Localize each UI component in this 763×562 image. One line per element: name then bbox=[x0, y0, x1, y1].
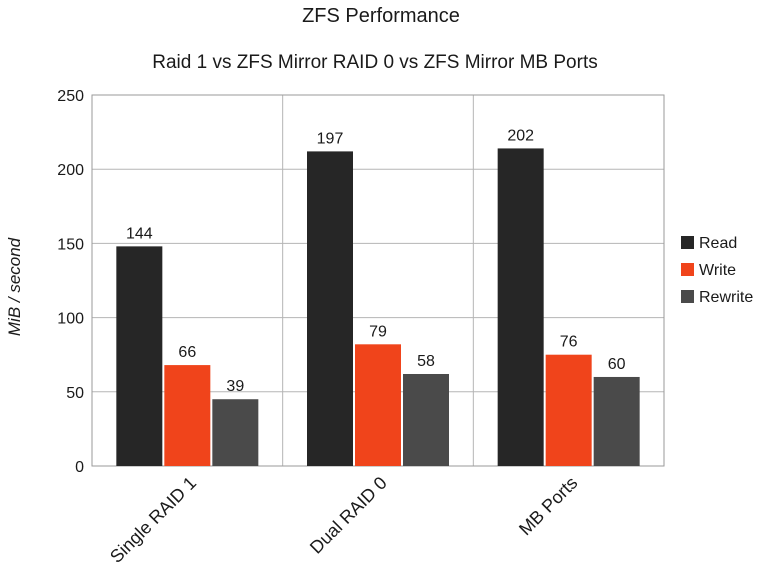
y-axis-label: MiB / second bbox=[5, 237, 24, 336]
legend-swatch-rewrite bbox=[681, 290, 694, 303]
bar-read-0 bbox=[116, 246, 163, 466]
bar-write-0 bbox=[164, 365, 211, 466]
data-label: 202 bbox=[507, 127, 534, 144]
bar-write-2 bbox=[545, 354, 592, 466]
legend-label-write: Write bbox=[699, 262, 736, 279]
data-label: 39 bbox=[226, 378, 244, 395]
legend-swatch-write bbox=[681, 263, 694, 276]
legend-label-rewrite: Rewrite bbox=[699, 289, 753, 306]
x-tick-label: MB Ports bbox=[515, 473, 581, 539]
y-tick-label: 150 bbox=[57, 236, 84, 253]
y-tick-label: 250 bbox=[57, 88, 84, 105]
legend-swatch-read bbox=[681, 236, 694, 249]
x-tick-label: Dual RAID 0 bbox=[306, 473, 391, 558]
bars bbox=[116, 148, 640, 466]
bar-write-1 bbox=[355, 344, 401, 466]
x-tick-label: Single RAID 1 bbox=[106, 473, 200, 562]
data-label: 197 bbox=[317, 130, 344, 147]
y-tick-label: 100 bbox=[57, 311, 84, 328]
legend: Read Write Rewrite bbox=[681, 235, 753, 306]
y-tick-label: 50 bbox=[66, 385, 84, 402]
bar-read-2 bbox=[497, 148, 544, 466]
legend-label-read: Read bbox=[699, 235, 737, 252]
data-label: 76 bbox=[560, 334, 578, 351]
y-tick-label: 200 bbox=[57, 162, 84, 179]
chart-subtitle: Raid 1 vs ZFS Mirror RAID 0 vs ZFS Mirro… bbox=[152, 52, 597, 73]
bar-rewrite-1 bbox=[403, 373, 449, 466]
chart-title: ZFS Performance bbox=[302, 5, 460, 27]
data-label: 79 bbox=[369, 323, 387, 340]
bar-rewrite-2 bbox=[593, 376, 640, 466]
bar-rewrite-0 bbox=[212, 399, 259, 466]
data-label: 58 bbox=[417, 353, 435, 370]
data-labels: 144 66 39 197 79 58 202 76 60 bbox=[126, 127, 626, 395]
data-label: 66 bbox=[178, 344, 196, 361]
y-tick-label: 0 bbox=[75, 459, 84, 476]
data-label: 60 bbox=[608, 356, 626, 373]
bar-read-1 bbox=[307, 151, 353, 466]
data-label: 144 bbox=[126, 225, 153, 242]
